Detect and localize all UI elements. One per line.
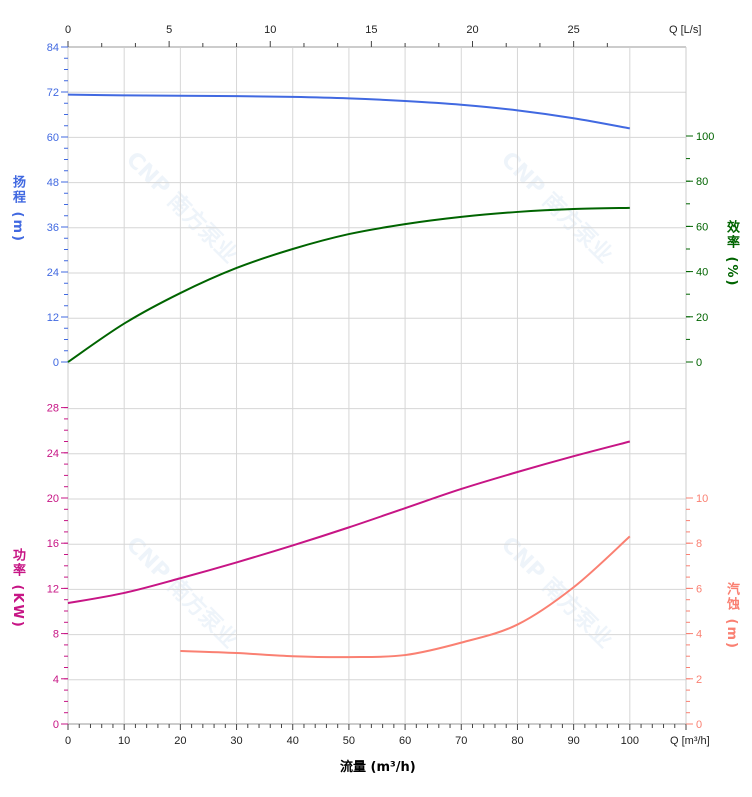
top-tick-label: 10: [264, 24, 276, 36]
x-tick-label: 20: [174, 735, 186, 747]
power-tick-label: 28: [47, 403, 59, 415]
top-tick-label: 15: [365, 24, 377, 36]
x-tick-label: 100: [621, 735, 639, 747]
x-tick-label: 10: [118, 735, 130, 747]
head-tick-label: 60: [47, 132, 59, 144]
efficiency-tick-label: 40: [696, 267, 708, 279]
x-tick-label: 50: [343, 735, 355, 747]
efficiency-tick-label: 80: [696, 176, 708, 188]
efficiency-tick-label: 0: [696, 357, 702, 369]
head-curve: [67, 93, 630, 130]
efficiency-curve: [67, 206, 630, 363]
x-tick-label: 30: [230, 735, 242, 747]
efficiency-tick-label: 60: [696, 221, 708, 233]
npsh-tick-label: 0: [696, 719, 702, 731]
head-axis-label: 扬程 (m): [10, 175, 25, 243]
power-tick-label: 16: [47, 538, 59, 550]
x-tick-label: 0: [65, 735, 71, 747]
power-tick-label: 12: [47, 583, 59, 595]
head-tick-label: 48: [47, 177, 59, 189]
head-tick-label: 72: [47, 87, 59, 99]
power-tick-label: 8: [53, 629, 59, 641]
efficiency-axis-label: 效率 (%): [724, 220, 739, 288]
power-tick-label: 24: [47, 448, 59, 460]
top-unit-label: Q [L/s]: [669, 24, 701, 36]
npsh-tick-label: 10: [696, 493, 708, 505]
power-tick-label: 20: [47, 493, 59, 505]
efficiency-tick-label: 20: [696, 312, 708, 324]
npsh-tick-label: 8: [696, 538, 702, 550]
npsh-tick-label: 2: [696, 674, 702, 686]
head-tick-label: 12: [47, 312, 59, 324]
efficiency-tick-label: 100: [696, 131, 714, 143]
head-tick-label: 0: [53, 357, 59, 369]
top-tick-label: 20: [466, 24, 478, 36]
power-tick-label: 4: [53, 674, 59, 686]
head-tick-label: 36: [47, 222, 59, 234]
head-tick-label: 84: [47, 42, 59, 54]
x-tick-label: 60: [399, 735, 411, 747]
x-tick-label: 70: [455, 735, 467, 747]
power-curve: [67, 440, 631, 605]
npsh-tick-label: 4: [696, 629, 702, 641]
x-tick-label: 90: [568, 735, 580, 747]
npsh-curve: [180, 535, 631, 659]
power-axis-label: 功率 (KW): [10, 548, 25, 629]
x-tick-label: 40: [287, 735, 299, 747]
x-tick-label: 80: [511, 735, 523, 747]
npsh-tick-label: 6: [696, 583, 702, 595]
head-tick-label: 24: [47, 267, 59, 279]
npsh-axis-label: 汽蚀 (m): [724, 582, 739, 650]
x-axis-label: 流量 (m³/h): [340, 760, 416, 775]
power-tick-label: 0: [53, 719, 59, 731]
top-tick-label: 0: [65, 24, 71, 36]
top-tick-label: 25: [568, 24, 580, 36]
x-unit-label: Q [m³/h]: [670, 735, 710, 747]
top-tick-label: 5: [166, 24, 172, 36]
